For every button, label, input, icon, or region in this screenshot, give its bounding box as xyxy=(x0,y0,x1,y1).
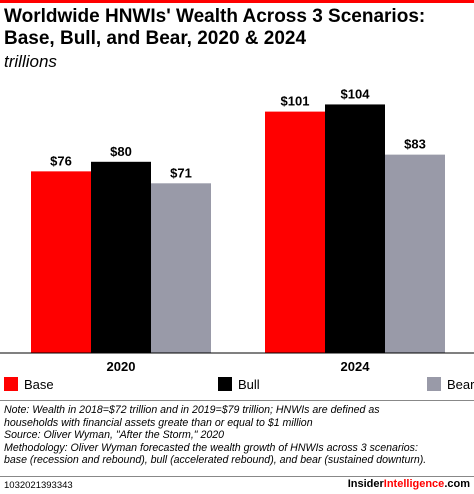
bar-bull-2024 xyxy=(325,104,385,353)
legend-item-bull: Bull xyxy=(218,376,260,392)
brand-accent: Intelligence xyxy=(383,478,445,490)
notes-divider xyxy=(0,400,474,401)
legend-item-bear: Bear xyxy=(427,376,474,392)
source-line: Source: Oliver Wyman, "After the Storm,"… xyxy=(4,429,225,442)
brand-suffix: .com xyxy=(444,478,470,490)
bars-layer xyxy=(31,104,445,353)
note-line: households with financial assets greate … xyxy=(4,416,313,429)
methodology-line: Methodology: Oliver Wyman forecasted the… xyxy=(4,441,418,454)
chart-id: 1032021393343 xyxy=(4,480,73,491)
chart-subtitle: trillions xyxy=(4,52,57,71)
footer-divider xyxy=(0,476,474,477)
brand-main: Insider xyxy=(347,478,384,490)
x-tick-label-2020: 2020 xyxy=(107,359,136,374)
legend-swatch-bear xyxy=(427,377,441,391)
legend-item-base: Base xyxy=(4,376,54,392)
notes-block: Note: Wealth in 2018=$72 trillion and in… xyxy=(4,404,472,467)
bar-value-label-bull-2020: $80 xyxy=(110,144,132,159)
chart-title: Worldwide HNWIs' Wealth Across 3 Scenari… xyxy=(4,6,426,49)
legend-swatch-base xyxy=(4,377,18,391)
legend: Base Bull Bear xyxy=(0,376,474,396)
bar-bear-2024 xyxy=(385,154,445,353)
methodology-line: base (recession and rebound), bull (acce… xyxy=(4,454,427,467)
bar-bear-2020 xyxy=(151,183,211,353)
top-accent-rule xyxy=(0,0,474,3)
bar-base-2020 xyxy=(31,171,91,353)
bar-base-2024 xyxy=(265,111,325,353)
legend-swatch-bull xyxy=(218,377,232,391)
bar-value-label-bear-2024: $83 xyxy=(404,137,426,152)
bar-value-label-base-2024: $101 xyxy=(281,94,310,109)
bar-value-label-base-2020: $76 xyxy=(50,153,72,168)
bar-chart: $76 $80 $71 2020 $101 $104 $83 2024 xyxy=(0,86,474,374)
brand-logo: InsiderIntelligence.com xyxy=(348,478,470,490)
bar-value-label-bear-2020: $71 xyxy=(170,165,192,180)
legend-label-bear: Bear xyxy=(447,376,474,392)
labels-layer: $76 $80 $71 2020 $101 $104 $83 2024 xyxy=(50,86,426,374)
x-tick-label-2024: 2024 xyxy=(341,359,371,374)
legend-label-bull: Bull xyxy=(238,376,260,392)
legend-label-base: Base xyxy=(24,376,54,392)
bar-bull-2020 xyxy=(91,161,151,353)
note-line: Note: Wealth in 2018=$72 trillion and in… xyxy=(4,404,380,416)
bar-value-label-bull-2024: $104 xyxy=(341,86,371,101)
